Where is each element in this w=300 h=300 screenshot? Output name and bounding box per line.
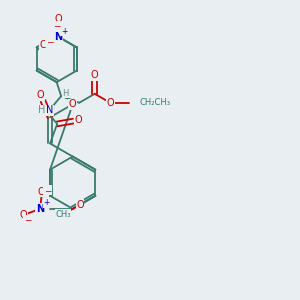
Text: O: O — [39, 40, 47, 50]
Text: O: O — [20, 210, 28, 220]
Text: O: O — [106, 98, 114, 108]
Text: N: N — [46, 105, 53, 115]
Text: O: O — [75, 115, 83, 125]
Text: O: O — [38, 187, 45, 196]
Text: −: − — [46, 37, 53, 46]
Text: H: H — [38, 105, 45, 115]
Text: O: O — [54, 14, 62, 24]
Text: +: + — [44, 198, 50, 207]
Text: H: H — [62, 89, 69, 98]
Text: CH₃: CH₃ — [56, 210, 71, 219]
Text: −: − — [44, 186, 51, 195]
Text: O: O — [76, 200, 84, 210]
Text: −: − — [53, 21, 60, 30]
Text: O: O — [69, 99, 76, 109]
Text: O: O — [91, 70, 98, 80]
Text: N: N — [54, 32, 62, 41]
Text: CH₂CH₃: CH₂CH₃ — [140, 98, 171, 107]
Text: −: − — [24, 216, 31, 225]
Text: O: O — [37, 91, 44, 100]
Text: +: + — [61, 27, 67, 36]
Text: N: N — [36, 204, 44, 214]
